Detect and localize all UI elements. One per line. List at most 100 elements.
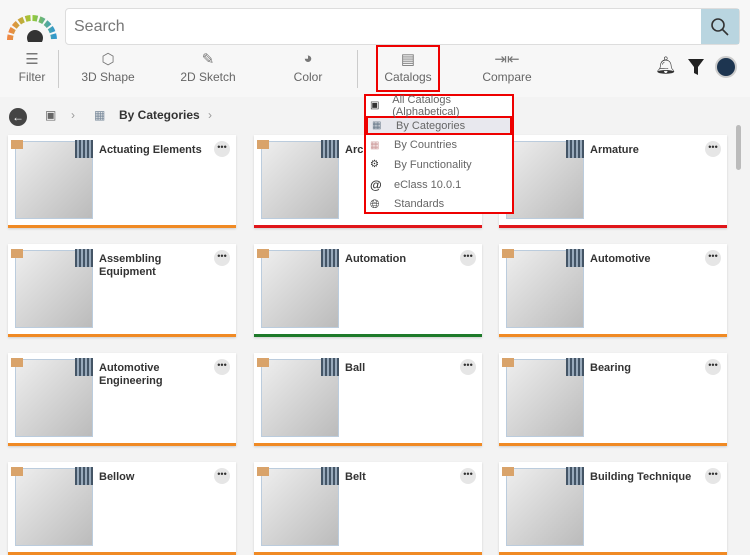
catalog-home-icon[interactable]: ▣ xyxy=(45,108,57,122)
category-title: Assembling Equipment xyxy=(99,253,162,278)
cube-icon: ⬡ xyxy=(101,51,115,68)
funnel-icon[interactable] xyxy=(687,58,705,76)
categories-icon: ▦ xyxy=(372,120,382,132)
folder-icon xyxy=(257,140,269,149)
category-card[interactable]: Belt ••• xyxy=(254,462,482,555)
catalog-icon: ▤ xyxy=(400,51,416,68)
color-button[interactable]: ◕ Color xyxy=(270,50,346,84)
flags-icon: ▦ xyxy=(370,139,380,151)
more-options-button[interactable]: ••• xyxy=(214,359,230,375)
category-title: Bearing xyxy=(590,362,631,374)
category-card[interactable]: Automotive Engineering ••• xyxy=(8,353,236,446)
category-title: Automation xyxy=(345,253,407,265)
avatar[interactable] xyxy=(715,56,737,78)
category-title: Arch xyxy=(345,144,371,156)
sliders-icon: ☰ xyxy=(25,51,39,68)
menu-item-eclass[interactable]: @ eClass 10.0.1 xyxy=(370,177,462,192)
qr-code-icon xyxy=(321,358,339,376)
more-options-button[interactable]: ••• xyxy=(460,359,476,375)
qr-code-icon xyxy=(566,467,584,485)
folder-icon xyxy=(502,249,514,258)
scrollbar[interactable] xyxy=(736,125,741,170)
qr-code-icon xyxy=(566,140,584,158)
compare-button[interactable]: ⇥⇤ Compare xyxy=(474,50,540,84)
compare-icon: ⇥⇤ xyxy=(494,51,520,68)
folder-icon xyxy=(257,467,269,476)
menu-item-all-catalogs[interactable]: ▣ All Catalogs (Alphabetical) xyxy=(370,93,460,118)
breadcrumb-current: By Categories xyxy=(119,108,200,122)
category-card[interactable]: Ball ••• xyxy=(254,353,482,446)
more-options-button[interactable]: ••• xyxy=(460,468,476,484)
qr-code-icon xyxy=(75,358,93,376)
functionality-icon: ⚙ xyxy=(370,159,379,171)
folder-icon xyxy=(257,249,269,258)
category-title: Actuating Elements xyxy=(99,144,202,156)
category-card[interactable]: Bellow ••• xyxy=(8,462,236,555)
more-options-button[interactable]: ••• xyxy=(460,250,476,266)
category-title: Armature xyxy=(590,144,639,156)
categories-icon: ▦ xyxy=(94,108,106,122)
more-options-button[interactable]: ••• xyxy=(705,359,721,375)
more-options-button[interactable]: ••• xyxy=(705,250,721,266)
folder-icon xyxy=(11,358,23,367)
more-options-button[interactable]: ••• xyxy=(705,141,721,157)
qr-code-icon xyxy=(321,249,339,267)
category-card[interactable]: Building Technique ••• xyxy=(499,462,727,555)
palette-icon: ◕ xyxy=(303,50,313,67)
chevron-right-icon: › xyxy=(71,108,75,122)
category-card[interactable]: Assembling Equipment ••• xyxy=(8,244,236,337)
3d-shape-button[interactable]: ⬡ 3D Shape xyxy=(70,50,146,84)
folder-icon xyxy=(11,467,23,476)
category-card[interactable]: Automotive ••• xyxy=(499,244,727,337)
qr-code-icon xyxy=(566,249,584,267)
category-title: Automotive Engineering xyxy=(99,362,163,387)
bell-icon[interactable]: 🔔︎ xyxy=(655,56,677,75)
catalogs-dropdown: ▣ All Catalogs (Alphabetical) ▦ By Categor… xyxy=(364,94,514,214)
more-options-button[interactable]: ••• xyxy=(214,250,230,266)
qr-code-icon xyxy=(321,467,339,485)
globe-icon: 🌐︎ xyxy=(370,196,380,211)
pencil-icon: ✎ xyxy=(201,51,215,68)
divider xyxy=(357,50,358,88)
at-icon: @ xyxy=(370,177,382,192)
qr-code-icon xyxy=(75,249,93,267)
category-title: Building Technique xyxy=(590,471,692,483)
menu-item-by-categories[interactable]: ▦ By Categories xyxy=(366,115,512,136)
menu-item-by-countries[interactable]: ▦ By Countries xyxy=(370,139,457,152)
category-card[interactable]: Automation ••• xyxy=(254,244,482,337)
catalogs-highlight xyxy=(376,45,440,92)
folder-icon xyxy=(502,467,514,476)
menu-item-by-functionality[interactable]: ⚙ By Functionality xyxy=(370,158,472,171)
search-button[interactable] xyxy=(701,9,739,44)
search-input[interactable]: Search xyxy=(65,8,740,45)
logo-gauge-icon xyxy=(7,15,57,42)
category-card[interactable]: Bearing ••• xyxy=(499,353,727,446)
menu-item-standards[interactable]: 🌐︎ Standards xyxy=(370,196,445,211)
qr-code-icon xyxy=(566,358,584,376)
qr-code-icon xyxy=(75,140,93,158)
qr-code-icon xyxy=(75,467,93,485)
category-title: Belt xyxy=(345,471,366,483)
category-title: Ball xyxy=(345,362,366,374)
category-card[interactable]: Armature ••• xyxy=(499,135,727,228)
chevron-right-icon: › xyxy=(208,108,212,122)
qr-code-icon xyxy=(321,140,339,158)
category-card[interactable]: Actuating Elements ••• xyxy=(8,135,236,228)
category-title: Bellow xyxy=(99,471,135,483)
folder-icon xyxy=(11,140,23,149)
filter-button[interactable]: ☰ Filter xyxy=(16,50,48,84)
folder-icon xyxy=(257,358,269,367)
back-button[interactable]: ← xyxy=(9,108,27,126)
category-title: Automotive xyxy=(590,253,651,265)
divider xyxy=(58,50,59,88)
catalog-icon: ▣ xyxy=(370,100,380,112)
more-options-button[interactable]: ••• xyxy=(214,141,230,157)
folder-icon xyxy=(502,358,514,367)
folder-icon xyxy=(11,249,23,258)
more-options-button[interactable]: ••• xyxy=(705,468,721,484)
search-icon xyxy=(711,17,729,36)
header: Search ☰ Filter ⬡ 3D Shape ✎ 2D Sketch ◕ Col… xyxy=(0,0,750,97)
more-options-button[interactable]: ••• xyxy=(214,468,230,484)
2d-sketch-button[interactable]: ✎ 2D Sketch xyxy=(170,50,246,84)
catalogs-button[interactable]: ▤ Catalogs xyxy=(378,50,438,84)
